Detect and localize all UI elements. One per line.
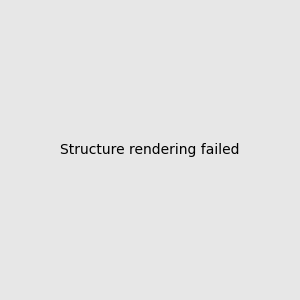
- Text: Structure rendering failed: Structure rendering failed: [60, 143, 240, 157]
